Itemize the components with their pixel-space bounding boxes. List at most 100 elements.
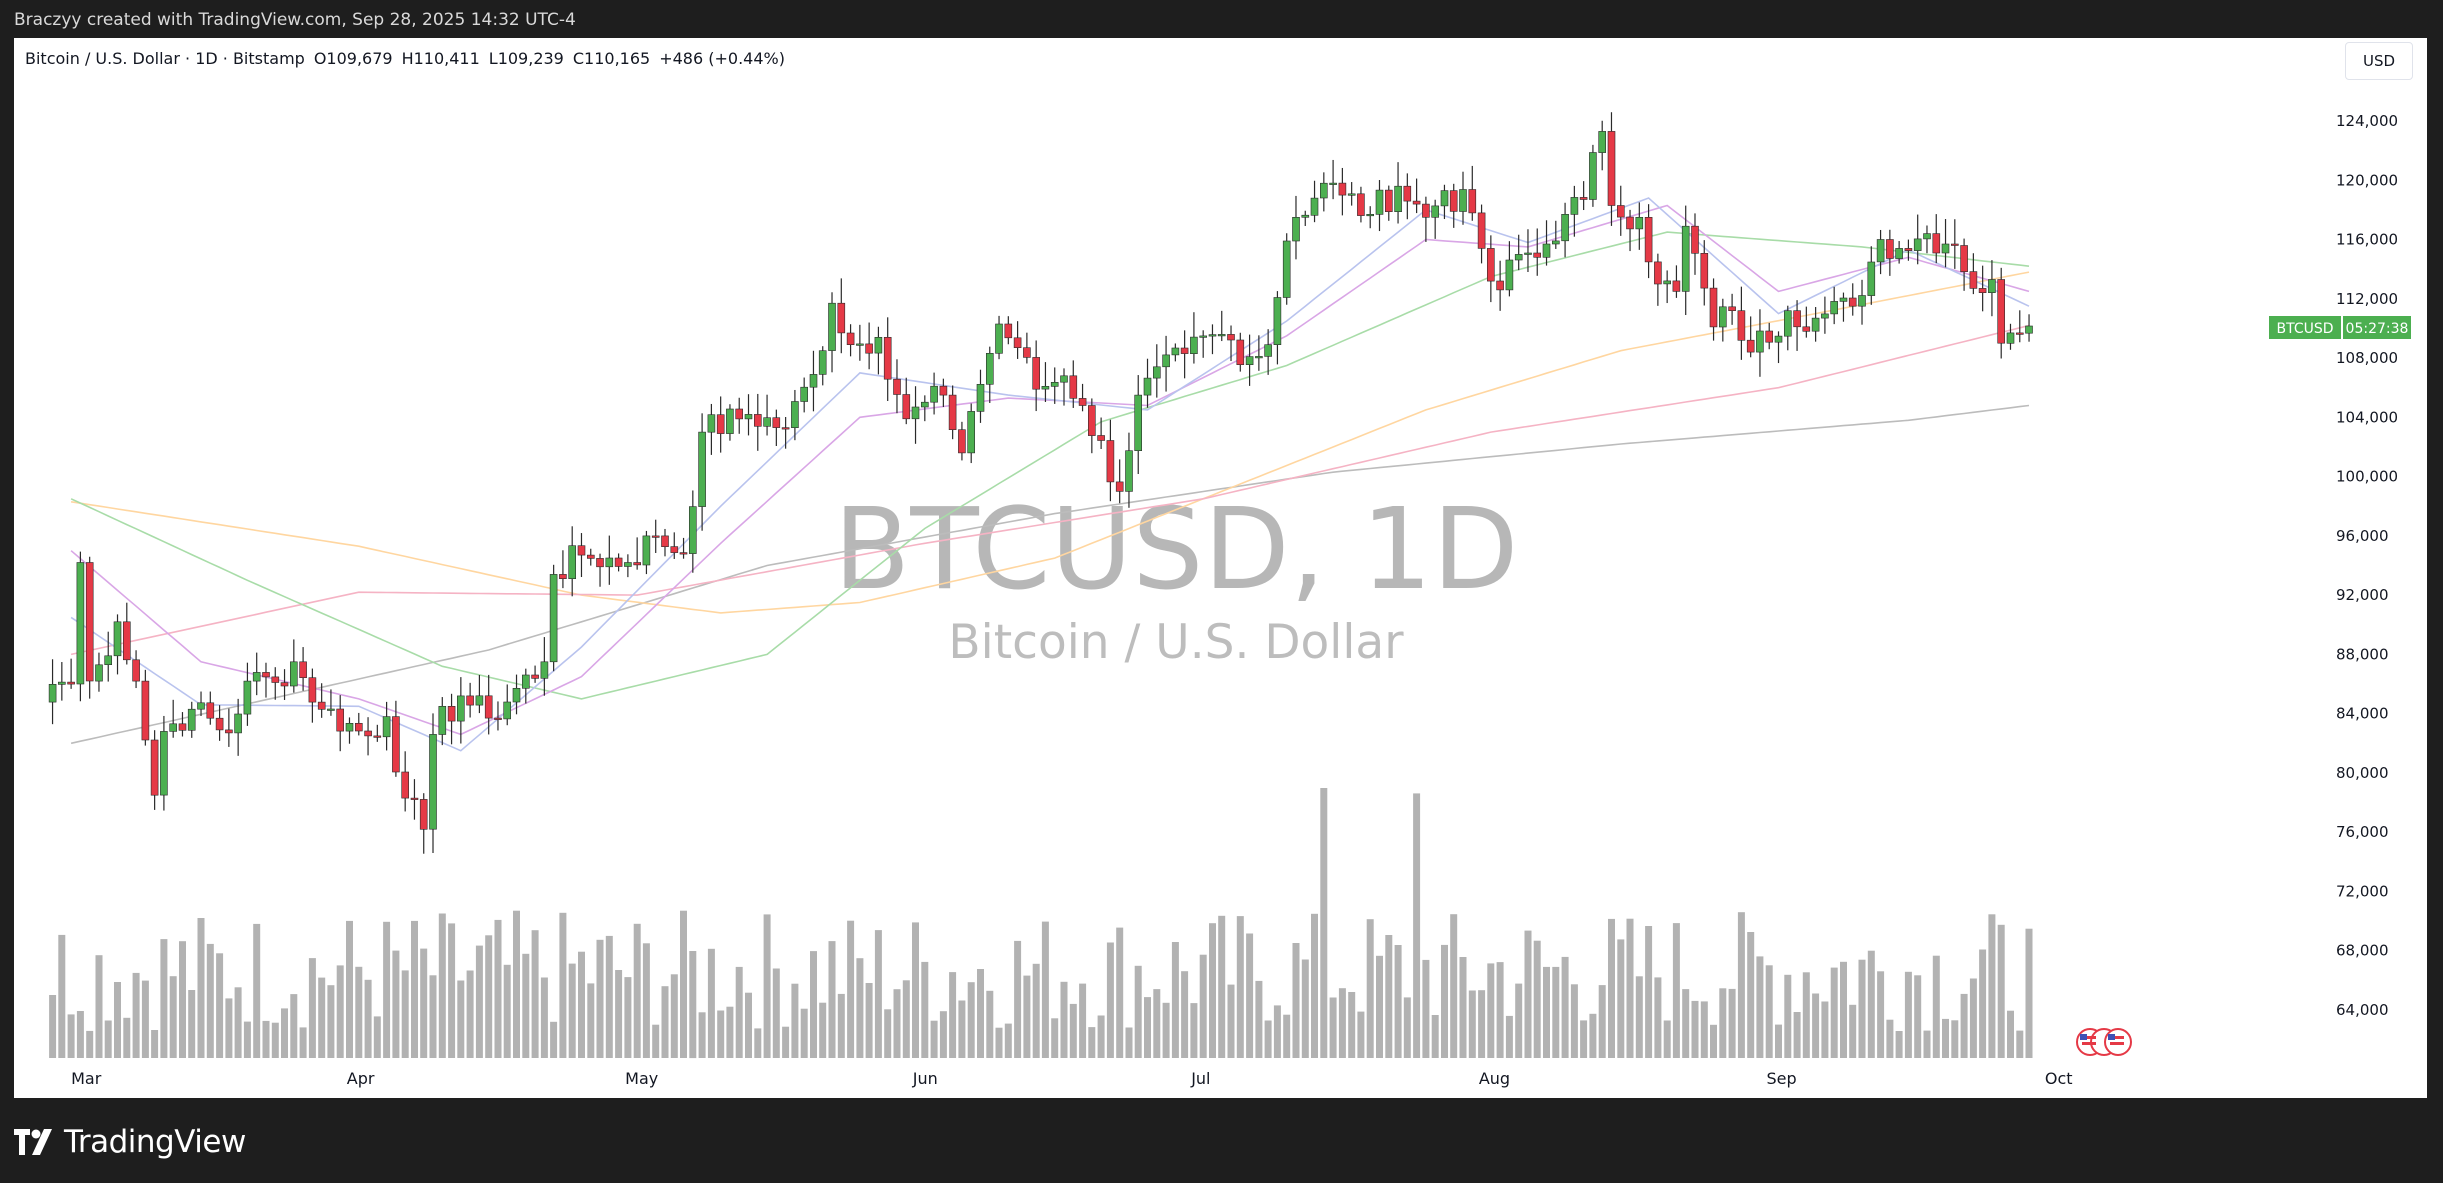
candle-body: [1635, 217, 1644, 230]
candle-body: [327, 708, 335, 711]
volume-bar: [550, 1021, 558, 1058]
volume-bar: [1209, 923, 1216, 1058]
candle-body: [976, 383, 985, 412]
candle-body: [1069, 375, 1078, 399]
volume-bar: [1969, 978, 1977, 1058]
candle-body: [1125, 450, 1133, 492]
volume-bar: [188, 990, 196, 1058]
volume-bar: [1672, 923, 1680, 1058]
candle-body: [1774, 335, 1783, 343]
y-tick-label: 112,000: [2336, 290, 2398, 308]
candle-body: [1830, 301, 1838, 315]
volume-bar: [485, 935, 493, 1058]
volume-bar: [373, 1016, 381, 1058]
volume-bar: [1728, 988, 1736, 1058]
candle-body: [299, 661, 307, 678]
price-axis[interactable]: 64,000 68,000 72,000 76,000 80,000 84,000 88,0…: [2336, 112, 2398, 1019]
volume-bar: [967, 982, 975, 1058]
candle-body: [234, 713, 242, 734]
volume-bar: [197, 918, 205, 1058]
candlestick-chart[interactable]: BTCUSD, 1D Bitcoin / U.S. Dollar 64,0006…: [14, 38, 2427, 1098]
volume-bar: [438, 913, 446, 1058]
volume-bar: [1942, 1018, 1949, 1058]
candle-body: [1886, 239, 1894, 259]
moving-average-line: [70, 324, 2030, 656]
candle-body: [1811, 317, 1820, 332]
candle-body: [169, 723, 177, 732]
volume-bar: [2025, 928, 2033, 1058]
candle-body: [1403, 185, 1412, 202]
volume-bar: [95, 955, 103, 1058]
candle-body: [1960, 245, 1968, 273]
volume-bar: [1218, 915, 1226, 1058]
candle-body: [1217, 334, 1226, 337]
volume-bar: [958, 1000, 966, 1058]
candle-body: [484, 695, 493, 719]
candle-body: [1255, 356, 1263, 359]
candle-body: [252, 672, 261, 682]
candle-body: [494, 717, 502, 720]
volume-bar: [1162, 1002, 1170, 1058]
volume-bar: [216, 953, 224, 1058]
candle-body: [577, 545, 586, 556]
volume-bar: [1292, 943, 1300, 1058]
candle-body: [716, 414, 725, 434]
volume-bar: [1914, 975, 1922, 1058]
volume-bar: [1812, 993, 1820, 1058]
candle-body: [633, 562, 642, 566]
candle-body: [1505, 259, 1514, 291]
volume-bar: [1301, 959, 1309, 1058]
volume-bar: [1431, 1015, 1439, 1058]
legend-low: L109,239: [488, 49, 564, 68]
candle-body: [1440, 190, 1449, 207]
candle-body: [707, 414, 716, 433]
candle-body: [521, 674, 530, 689]
candle-body: [1691, 225, 1699, 254]
chart-frame[interactable]: BTCUSD, 1D Bitcoin / U.S. Dollar 64,000 6…: [14, 38, 2427, 1098]
symbol-legend[interactable]: Bitcoin / U.S. Dollar · 1D · Bitstamp O10…: [25, 49, 794, 68]
candle-body: [948, 394, 957, 431]
volume-bar: [1079, 983, 1087, 1058]
volume-bar: [49, 995, 57, 1058]
volume-bar: [1032, 963, 1040, 1058]
candle-body: [1561, 214, 1569, 242]
volume-bar: [1264, 1020, 1272, 1058]
price-tag: BTCUSD 05:27:38: [2269, 316, 2411, 339]
candle-body: [1023, 347, 1031, 358]
legend-symbol[interactable]: Bitcoin / U.S. Dollar · 1D · Bitstamp: [25, 49, 305, 68]
volume-bar: [1190, 1003, 1198, 1058]
candle-body: [1524, 252, 1532, 255]
candle-body: [791, 401, 799, 429]
candle-body: [1579, 197, 1588, 200]
candle-body: [1329, 182, 1337, 185]
volume-bar: [680, 910, 687, 1058]
candle-body: [818, 350, 827, 375]
candle-body: [1310, 197, 1319, 216]
candle-body: [568, 545, 577, 580]
volume-bar: [1654, 977, 1662, 1058]
volume-bars: [49, 788, 2033, 1059]
candle-body: [883, 336, 892, 380]
volume-bar: [206, 943, 214, 1058]
volume-bar: [949, 972, 957, 1058]
volume-bar: [624, 977, 632, 1058]
volume-bar: [104, 1020, 112, 1058]
volume-bar: [1932, 955, 1940, 1058]
price-tag-countdown-bg: [2343, 316, 2411, 339]
volume-bar: [615, 970, 623, 1058]
candle-body: [1097, 435, 1105, 441]
volume-bar: [1394, 945, 1402, 1058]
candle-body: [215, 717, 224, 731]
time-axis[interactable]: Mar Apr May Jun Jul Aug Sep Oct: [71, 1069, 2072, 1088]
candle-body: [846, 332, 855, 345]
volume-bar: [253, 923, 261, 1058]
volume-bar: [475, 945, 483, 1058]
currency-button[interactable]: USD: [2345, 42, 2413, 80]
candle-body: [1320, 182, 1328, 199]
y-tick-label: 104,000: [2336, 408, 2398, 426]
volume-bar: [1951, 1020, 1959, 1058]
volume-bar: [1478, 990, 1486, 1058]
candle-body: [828, 302, 836, 351]
event-flag-icons[interactable]: [2076, 1028, 2132, 1056]
volume-bar: [1561, 956, 1569, 1058]
